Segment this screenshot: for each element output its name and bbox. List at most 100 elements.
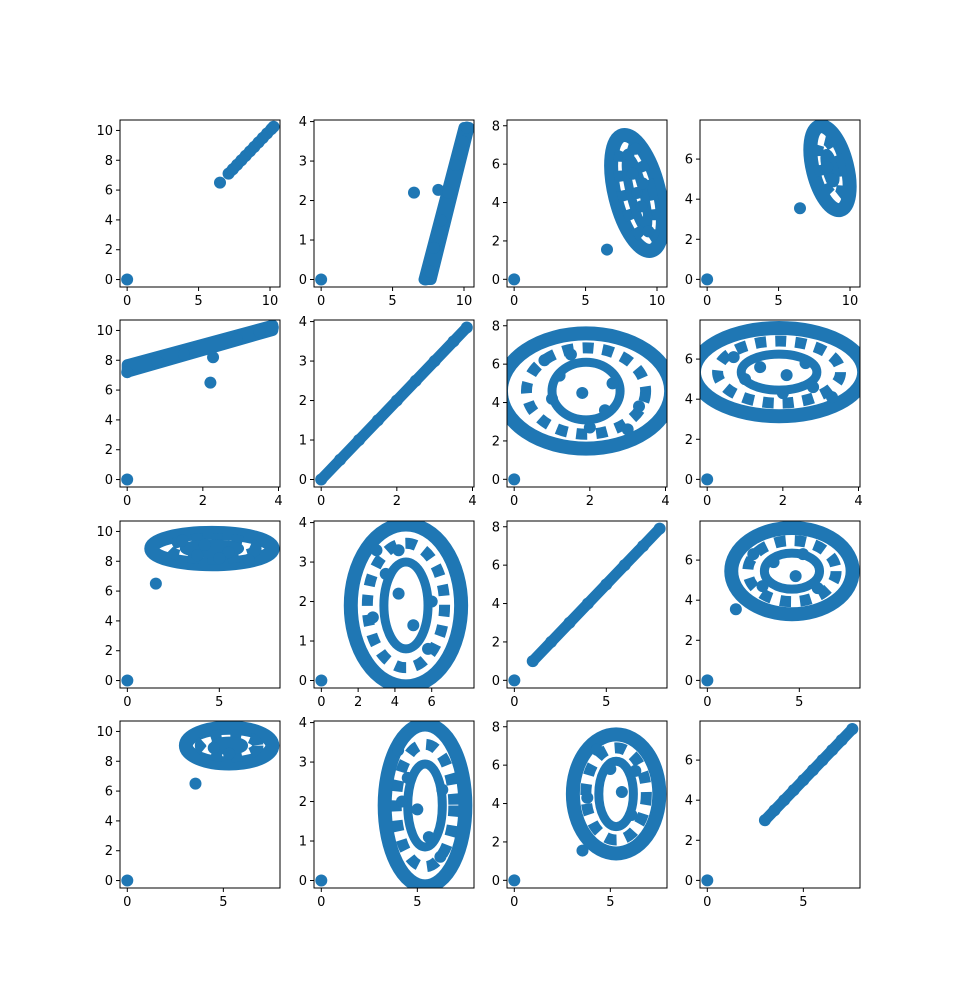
ring-inner-band — [403, 759, 447, 852]
scatter-point — [626, 167, 639, 180]
axes-frame — [313, 720, 475, 889]
scatter-point — [392, 744, 405, 757]
y-tick-label: 4 — [685, 393, 693, 408]
x-tick-label: 0 — [123, 695, 131, 710]
scatter-point — [508, 874, 521, 887]
scatter-point — [846, 723, 859, 736]
y-tick-label: 4 — [299, 716, 307, 731]
scatter-point — [583, 421, 596, 434]
y-tick-label: 4 — [299, 115, 307, 130]
y-tick-label: 4 — [299, 315, 307, 330]
plot-area — [508, 522, 666, 687]
scatter-point — [213, 552, 226, 565]
y-tick-label: 0 — [492, 874, 500, 889]
scatter-point — [121, 874, 134, 887]
ring-outer-band — [178, 721, 280, 771]
y-tick-label: 0 — [299, 674, 307, 689]
y-tick-label: 2 — [299, 795, 307, 810]
y-tick-label: 3 — [299, 155, 307, 170]
ring-middle-band — [613, 140, 661, 246]
scatter-point — [546, 392, 559, 405]
subplot-0-3: 0 5 10 0 2 4 6 — [685, 119, 861, 309]
y-tick-label: 0 — [492, 473, 500, 488]
scatter-point — [390, 394, 403, 407]
scatter-point — [631, 186, 643, 199]
scatter-point — [598, 404, 611, 417]
scatter-point — [371, 414, 384, 427]
axes-frame — [699, 319, 861, 488]
scatter-point — [637, 539, 650, 552]
subplot-1-2: 0 2 4 0 2 4 6 8 — [492, 319, 670, 509]
scatter-point — [590, 743, 603, 756]
scatter-point — [787, 784, 800, 797]
plot-area — [315, 121, 474, 286]
scatter-point — [207, 351, 220, 364]
scatter-point — [747, 548, 760, 561]
dense-point-band — [121, 320, 279, 378]
y-tick-label: 10 — [96, 324, 113, 339]
ring-outer-band — [565, 727, 667, 861]
y-tick-label: 0 — [299, 473, 307, 488]
y-tick-label: 8 — [105, 755, 113, 770]
scatter-point — [508, 674, 521, 687]
subplot-3-1: 0 5 0 1 2 3 4 — [299, 716, 475, 910]
axes-frame — [313, 319, 475, 488]
scatter-point — [826, 744, 839, 757]
scatter-point — [581, 597, 594, 610]
subplot-2-0: 0 5 0 2 4 6 8 10 — [96, 520, 281, 710]
scatter-point — [576, 844, 589, 857]
ring-middle-band — [361, 537, 451, 674]
axes-frame — [699, 720, 861, 889]
scatter-point — [177, 348, 190, 361]
axes-frame — [119, 319, 281, 488]
subplot-2-1: 0 2 4 6 0 1 2 3 4 — [299, 516, 475, 710]
y-tick-label: 4 — [685, 594, 693, 609]
plot-area — [121, 120, 280, 286]
y-tick-label: 4 — [492, 597, 500, 612]
subplot-1-1: 0 2 4 0 1 2 3 4 — [299, 315, 477, 509]
scatter-point — [428, 355, 441, 368]
scatter-point — [379, 567, 392, 580]
scatter-point — [563, 616, 576, 629]
y-tick-label: 2 — [299, 194, 307, 209]
scatter-point — [423, 265, 436, 278]
y-tick-label: 3 — [299, 355, 307, 370]
y-tick-label: 8 — [105, 154, 113, 169]
scatter-point — [411, 803, 424, 816]
scatter-point — [508, 473, 521, 486]
axes-frame — [119, 720, 281, 889]
x-tick-label: 10 — [842, 294, 859, 309]
ring-outer-band — [700, 321, 860, 424]
scatter-point — [767, 556, 780, 569]
scatter-point — [392, 587, 405, 600]
scatter-point — [799, 357, 812, 370]
scatter-point — [121, 473, 134, 486]
y-tick-label: 4 — [492, 396, 500, 411]
x-tick-label: 4 — [661, 494, 669, 509]
plot-area — [700, 321, 860, 486]
scatter-point — [727, 351, 740, 364]
ring-outer-band — [803, 120, 857, 218]
y-tick-label: 2 — [299, 394, 307, 409]
scatter-point — [223, 747, 236, 760]
scatter-point — [422, 642, 435, 655]
scatter-point — [615, 786, 628, 799]
y-tick-label: 4 — [685, 193, 693, 208]
y-tick-label: 0 — [299, 273, 307, 288]
scatter-point — [198, 538, 211, 551]
subplot-3-2: 0 5 0 2 4 6 8 — [492, 720, 668, 910]
point-ring — [343, 521, 469, 688]
y-tick-label: 6 — [685, 353, 693, 368]
scatter-point — [401, 771, 414, 784]
scatter-point — [768, 804, 781, 817]
scatter-point — [778, 794, 791, 807]
scatter-point — [816, 754, 829, 767]
scatter-point — [230, 333, 243, 346]
y-tick-label: 6 — [105, 184, 113, 199]
scatter-point — [635, 200, 648, 213]
y-tick-label: 8 — [492, 720, 500, 735]
subplot-0-1: 0 5 10 0 1 2 3 4 — [299, 115, 475, 309]
axes-frame — [506, 720, 668, 889]
plot-area — [121, 320, 279, 486]
x-tick-label: 4 — [468, 494, 476, 509]
